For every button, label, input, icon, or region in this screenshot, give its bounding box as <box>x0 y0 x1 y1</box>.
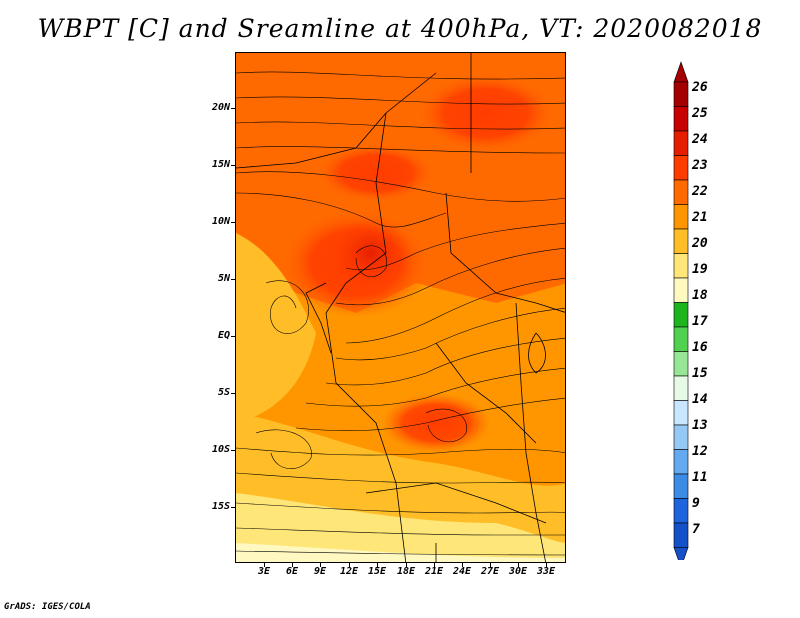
lat-tick-label: 5N <box>217 273 230 284</box>
colorbar-segment <box>673 155 689 181</box>
hotspot-sahel <box>316 143 436 203</box>
field-18-south <box>236 543 565 562</box>
colorbar-segment <box>673 351 689 377</box>
colorbar-segment <box>673 81 689 107</box>
colorbar-label: 16 <box>692 340 708 355</box>
field-20-west <box>236 233 316 423</box>
colorbar-label: 15 <box>692 366 708 381</box>
colorbar-label: 9 <box>692 496 700 511</box>
lat-tickmark <box>231 507 235 508</box>
lon-tickmark <box>546 563 547 567</box>
lon-tick-label: 15E <box>367 566 387 577</box>
lat-tick-label: 10S <box>211 444 230 455</box>
colorbar-segment <box>673 522 689 548</box>
lon-tickmark <box>320 563 321 567</box>
colorbar-label: 11 <box>692 470 708 485</box>
lon-tickmark <box>490 563 491 567</box>
colorbar-label: 18 <box>692 288 708 303</box>
lat-tick-label: 5S <box>217 387 230 398</box>
colorbar-label: 24 <box>692 132 708 147</box>
colorbar-label: 21 <box>692 210 708 225</box>
lon-tick-label: 18E <box>396 566 416 577</box>
lon-tickmark <box>292 563 293 567</box>
colorbar-label: 20 <box>692 236 708 251</box>
colorbar-label: 13 <box>692 418 708 433</box>
lat-tickmark <box>231 165 235 166</box>
colorbar-segment <box>673 106 689 132</box>
colorbar-top-arrow <box>673 61 689 83</box>
country-boundaries <box>236 53 565 562</box>
lon-tickmark <box>518 563 519 567</box>
colorbar-segment <box>673 326 689 352</box>
colorbar-label: 19 <box>692 262 708 277</box>
streamlines <box>236 71 565 556</box>
colorbar-segment <box>673 179 689 205</box>
lat-tickmark <box>231 336 235 337</box>
colorbar-segment <box>673 302 689 328</box>
colorbar-segment <box>673 424 689 450</box>
colorbar-label: 17 <box>692 314 708 329</box>
colorbar-segment <box>673 277 689 303</box>
colorbar-segment <box>673 204 689 230</box>
wbpt-field <box>236 53 565 562</box>
colorbar-label: 26 <box>692 80 708 95</box>
lat-tick-label: 15N <box>211 159 230 170</box>
lat-tick-label: 10N <box>211 216 230 227</box>
lon-tickmark <box>406 563 407 567</box>
lat-tickmark <box>231 279 235 280</box>
lon-tick-label: 27E <box>480 566 500 577</box>
colorbar-segment <box>673 498 689 524</box>
lat-tick-label: 15S <box>211 501 230 512</box>
lon-tickmark <box>264 563 265 567</box>
colorbar-segment <box>673 375 689 401</box>
map-plot-area <box>235 52 566 563</box>
lon-tickmark <box>434 563 435 567</box>
colorbar-label: 22 <box>692 184 708 199</box>
colorbar-segment <box>673 449 689 475</box>
footer-credit: GrADS: IGES/COLA <box>4 602 91 612</box>
lon-tick-label: 9E <box>313 566 327 577</box>
colorbar-label: 14 <box>692 392 708 407</box>
colorbar-label: 25 <box>692 106 708 121</box>
lon-tick-label: 33E <box>536 566 556 577</box>
lat-tickmark <box>231 393 235 394</box>
colorbar-label: 23 <box>692 158 708 173</box>
colorbar-segment <box>673 473 689 499</box>
lon-tickmark <box>462 563 463 567</box>
lon-tick-label: 24E <box>452 566 472 577</box>
lat-tick-label: EQ <box>217 330 230 341</box>
lon-tickmark <box>377 563 378 567</box>
lon-tick-label: 21E <box>424 566 444 577</box>
colorbar-label: 7 <box>692 522 700 537</box>
field-19-south <box>236 493 565 562</box>
lat-tickmark <box>231 222 235 223</box>
colorbar-bottom-arrow <box>673 547 689 560</box>
lat-tick-label: 20N <box>211 102 230 113</box>
colorbar-segment <box>673 400 689 426</box>
colorbar-segment <box>673 228 689 254</box>
hotspot-core <box>331 218 411 288</box>
colorbar-label: 12 <box>692 444 708 459</box>
hotspot-south <box>381 393 491 453</box>
colorbar <box>673 61 689 560</box>
lon-tick-label: 30E <box>508 566 528 577</box>
lon-tick-label: 3E <box>257 566 271 577</box>
lon-tick-label: 12E <box>339 566 359 577</box>
lat-tickmark <box>231 450 235 451</box>
chart-title: WBPT [C] and Sreamline at 400hPa, VT: 20… <box>37 14 763 43</box>
lat-tickmark <box>231 108 235 109</box>
hotspot-north <box>416 73 556 153</box>
lon-tick-label: 6E <box>285 566 299 577</box>
colorbar-segment <box>673 130 689 156</box>
lon-tickmark <box>349 563 350 567</box>
colorbar-segment <box>673 253 689 279</box>
